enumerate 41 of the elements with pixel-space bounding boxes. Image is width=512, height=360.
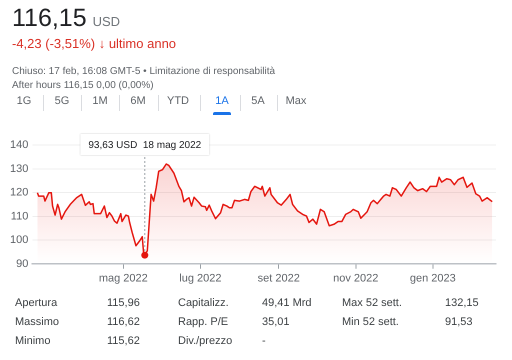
text: 132,15 (445, 297, 479, 309)
text: 115,96 (107, 297, 140, 309)
text: Massimo (15, 316, 60, 328)
chart-subtitle: -4,23 (-3,51%) ↓ ultimo anno (12, 36, 176, 51)
text: 91,53 (445, 316, 473, 328)
x-tick-label: lug 2022 (179, 272, 222, 284)
y-tick-label: 130 (10, 162, 28, 175)
x-tick-label: mag 2022 (98, 272, 148, 284)
y-tick-label: 140 (10, 139, 28, 152)
text: 35,01 (262, 316, 290, 328)
x-tick-label: nov 2022 (333, 272, 378, 284)
text: 1M (92, 95, 108, 107)
text: Max (286, 95, 306, 107)
x-tick-label: set 2022 (258, 272, 300, 284)
text: - (262, 335, 266, 347)
text: Capitalizz. (178, 297, 229, 309)
text: Min 52 sett. (342, 316, 399, 328)
text: After hours 116,15 0,00 (0,00%) (12, 80, 154, 91)
y-tick-label: 100 (10, 234, 28, 246)
y-tick-label: 110 (10, 210, 28, 222)
text: Max 52 sett. (342, 297, 402, 309)
text: YTD (167, 95, 189, 107)
text: 5G (54, 95, 70, 107)
text: 116,62 (107, 316, 140, 328)
text: Apertura (15, 297, 58, 309)
x-tick-label: gen 2023 (410, 272, 456, 284)
y-tick-label: 90 (16, 258, 28, 270)
y-tick-label: 120 (10, 186, 28, 199)
text: Rapp. P/E (178, 316, 228, 328)
text: 1A (215, 95, 229, 107)
text: 49,41 Mrd (262, 297, 312, 309)
chart-title: 116,15 (12, 4, 87, 33)
text: 1G (16, 95, 32, 107)
text: 115,62 (107, 335, 140, 347)
text: Minimo (15, 335, 50, 347)
text: 5A (251, 95, 265, 107)
text: Chiuso: 17 feb, 16:08 GMT-5 • Limitazione di responsabilità (12, 66, 276, 77)
text: Div./prezzo (178, 335, 232, 347)
text: USD (92, 14, 120, 29)
annotation: 93,63 USD 18 mag 2022 (88, 140, 202, 151)
text: 6M (130, 95, 146, 107)
